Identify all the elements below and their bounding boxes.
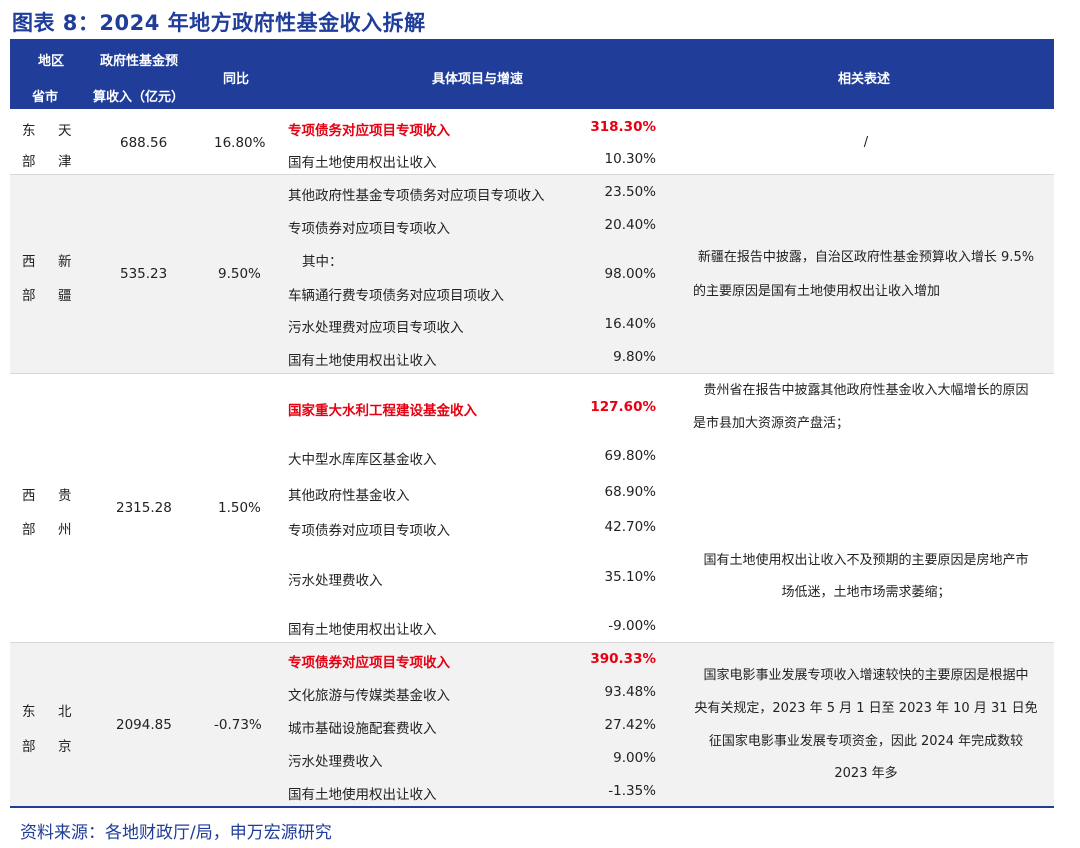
item-name: 文化旅游与传媒类基金收入 [288, 688, 450, 704]
item-name: 国有土地使用权出让收入 [288, 787, 437, 803]
header-budget-line2: 算收入（亿元） [93, 90, 185, 105]
region-char: 部 [22, 522, 36, 538]
item-rate: 69.80% [604, 448, 656, 464]
item-rate: 42.70% [604, 519, 656, 535]
table-row [10, 643, 1054, 806]
item-name: 其他政府性基金专项债务对应项目专项收入 [288, 188, 545, 204]
region-char: 西 [22, 254, 36, 270]
description: / [863, 135, 869, 150]
yoy-value: 1.50% [218, 500, 261, 516]
item-name: 专项债务对应项目专项收入 [288, 123, 450, 139]
row-divider [10, 373, 1054, 374]
item-rate: -9.00% [608, 618, 656, 634]
header-items: 具体项目与增速 [432, 72, 524, 87]
region-char: 部 [22, 288, 36, 304]
item-rate: 68.90% [604, 484, 656, 500]
budget-value: 2094.85 [116, 717, 172, 733]
item-rate: 127.60% [590, 399, 656, 415]
item-name: 大中型水库库区基金收入 [288, 452, 437, 468]
item-name: 专项债券对应项目专项收入 [288, 221, 450, 237]
province-char: 州 [58, 522, 72, 538]
table-bottom-rule [10, 806, 1054, 808]
item-rate: 318.30% [590, 119, 656, 135]
source-note: 资料来源：各地财政厅/局，申万宏源研究 [20, 823, 332, 843]
header-budget-line1: 政府性基金预 [100, 54, 179, 69]
region-char: 部 [22, 739, 36, 755]
item-rate: 10.30% [604, 151, 656, 167]
item-name: 国有土地使用权出让收入 [288, 622, 437, 638]
item-rate: 27.42% [604, 717, 656, 733]
item-name: 其他政府性基金收入 [288, 488, 410, 504]
province-char: 贵 [58, 488, 72, 504]
header-region: 地区 [38, 54, 65, 69]
figure-title: 图表 8：2024 年地方政府性基金收入拆解 [12, 11, 426, 35]
row-divider [10, 174, 1054, 175]
item-name: 国有土地使用权出让收入 [288, 353, 437, 369]
description: 国家电影事业发展专项收入增速较快的主要原因是根据中 [703, 668, 1029, 683]
description: 2023 年多 [834, 766, 898, 781]
region-char: 东 [22, 123, 36, 139]
table-header: 地区 省市 政府性基金预 算收入（亿元） 同比 具体项目与增速 相关表述 [10, 39, 1054, 109]
description: 国有土地使用权出让收入不及预期的主要原因是房地产市 [703, 553, 1029, 568]
budget-value: 2315.28 [116, 500, 172, 516]
description: 新疆在报告中披露，自治区政府性基金预算收入增长 9.5% [697, 250, 1035, 265]
item-rate: 35.10% [604, 569, 656, 585]
region-char: 部 [22, 154, 36, 170]
province-char: 北 [58, 704, 72, 720]
item-name: 国家重大水利工程建设基金收入 [288, 403, 477, 419]
header-province: 省市 [32, 90, 59, 105]
item-rate: 20.40% [604, 217, 656, 233]
yoy-value: -0.73% [214, 717, 262, 733]
item-name: 国有土地使用权出让收入 [288, 155, 437, 171]
item-rate: 98.00% [604, 266, 656, 282]
item-name: 其中： [302, 254, 343, 270]
description: 的主要原因是国有土地使用权出让收入增加 [693, 284, 941, 299]
item-name: 城市基础设施配套费收入 [288, 721, 437, 737]
province-char: 天 [58, 123, 72, 139]
item-rate: 23.50% [604, 184, 656, 200]
budget-value: 535.23 [120, 266, 168, 282]
table-row [10, 175, 1054, 373]
item-name: 车辆通行费专项债务对应项目项收入 [288, 288, 504, 304]
region-char: 西 [22, 488, 36, 504]
item-rate: 9.00% [613, 750, 656, 766]
budget-value: 688.56 [120, 135, 168, 151]
item-name: 污水处理费对应项目专项收入 [288, 320, 464, 336]
item-rate: 9.80% [613, 349, 656, 365]
yoy-value: 16.80% [214, 135, 266, 151]
item-rate: 16.40% [604, 316, 656, 332]
header-yoy: 同比 [223, 72, 250, 87]
description: 场低迷，土地市场需求萎缩； [781, 585, 951, 600]
province-char: 津 [58, 154, 72, 170]
description: 央有关规定，2023 年 5 月 1 日至 2023 年 10 月 31 日免 [694, 701, 1038, 716]
province-char: 京 [58, 739, 72, 755]
item-name: 污水处理费收入 [288, 573, 383, 589]
region-char: 东 [22, 704, 36, 720]
province-char: 疆 [58, 288, 72, 304]
item-name: 污水处理费收入 [288, 754, 383, 770]
yoy-value: 9.50% [218, 266, 261, 282]
description: 征国家电影事业发展专项资金，因此 2024 年完成数较 [708, 734, 1024, 749]
description: 贵州省在报告中披露其他政府性基金收入大幅增长的原因 [703, 383, 1029, 398]
item-name: 专项债券对应项目专项收入 [288, 523, 450, 539]
item-name: 专项债券对应项目专项收入 [288, 655, 450, 671]
row-divider [10, 642, 1054, 643]
item-rate: 390.33% [590, 651, 656, 667]
province-char: 新 [58, 254, 72, 270]
item-rate: 93.48% [604, 684, 656, 700]
header-desc: 相关表述 [838, 72, 891, 87]
description: 是市县加大资源资产盘活； [693, 416, 850, 431]
item-rate: -1.35% [608, 783, 656, 799]
